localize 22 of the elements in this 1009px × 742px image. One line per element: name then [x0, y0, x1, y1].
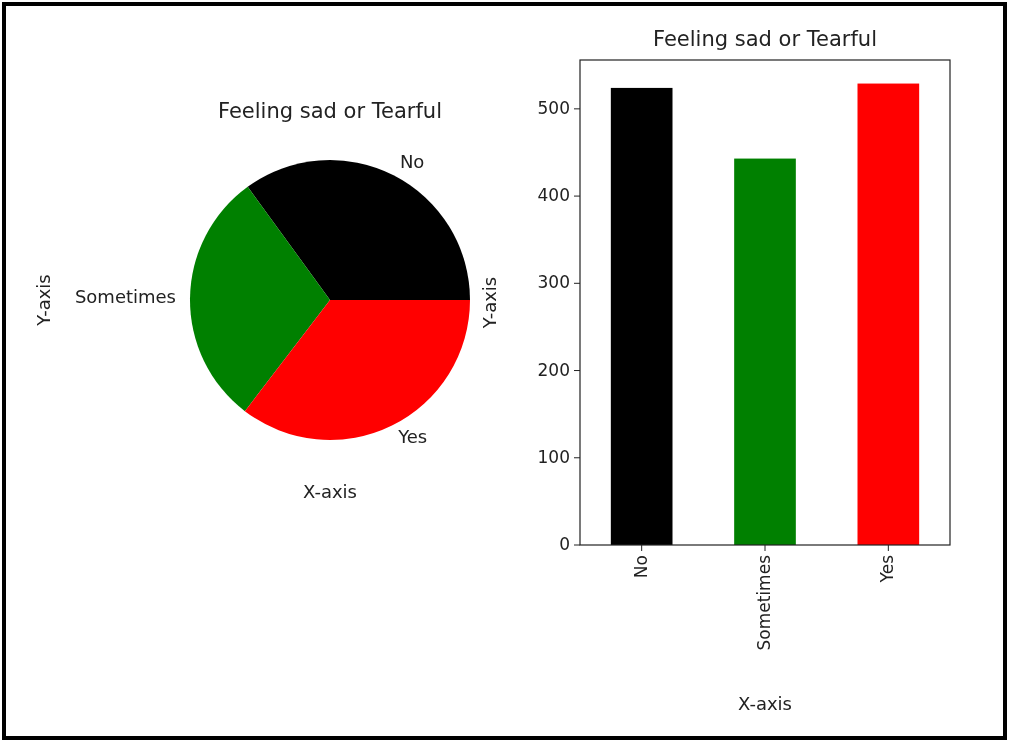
y-tick-label: 400 — [537, 185, 570, 206]
y-tick-label: 300 — [537, 272, 570, 293]
chart-title: Feeling sad or Tearful — [653, 27, 877, 51]
pie-slice — [190, 186, 330, 412]
slice-label: Sometimes — [74, 286, 177, 308]
y-axis-title: Y-axis — [479, 276, 500, 330]
y-tick-label: 100 — [537, 446, 570, 467]
y-tick-label: 0 — [559, 534, 570, 554]
y-tick-label: 200 — [537, 359, 570, 380]
y-tick-label: 500 — [537, 97, 570, 118]
text: Y-axis — [33, 274, 54, 327]
bar — [857, 83, 920, 545]
chart-title: Feeling sad or Tearful — [218, 99, 442, 123]
x-tick-label: No — [630, 555, 651, 579]
slice-label: Yes — [397, 426, 428, 448]
slice-label: No — [399, 150, 425, 172]
bar — [734, 158, 796, 545]
text: X-axis — [303, 481, 357, 502]
x-tick-label: Yes — [877, 554, 898, 584]
bar — [610, 87, 673, 545]
x-axis-title: X-axis — [738, 693, 792, 714]
x-tick-label: Sometimes — [754, 554, 774, 651]
